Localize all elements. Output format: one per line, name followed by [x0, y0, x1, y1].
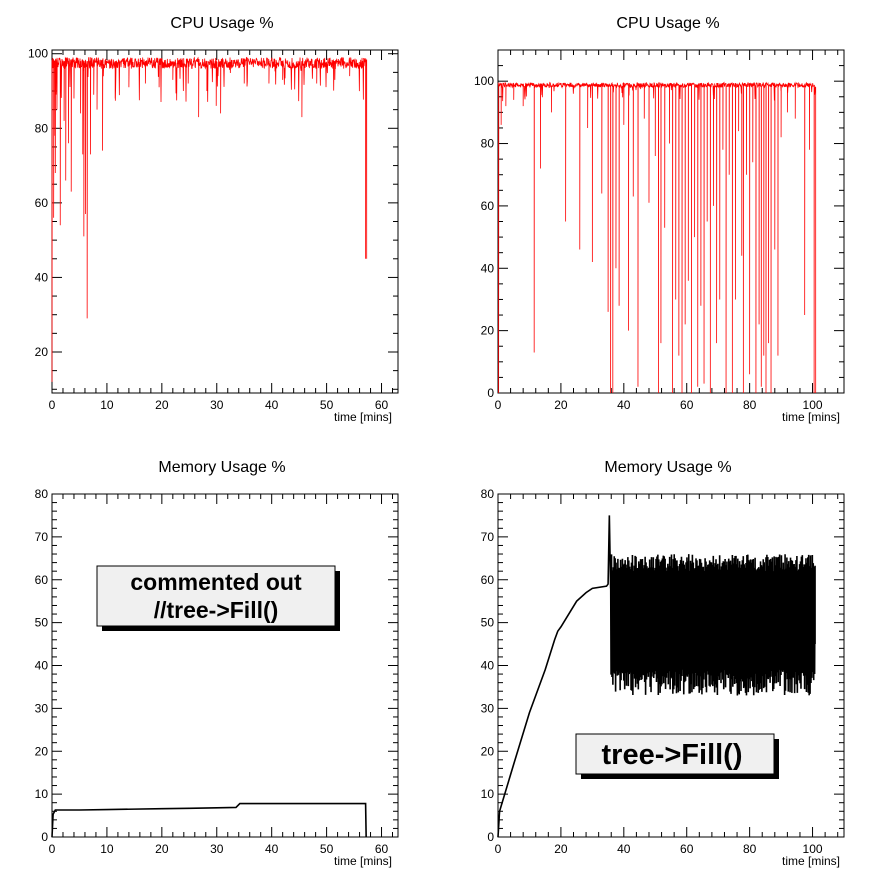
ticks-cpu-right: 0 20 40 60 80 100 0 20 40 60 80 100 [474, 49, 844, 412]
y-tick-label: 70 [35, 530, 49, 544]
x-tick-label: 60 [680, 842, 694, 856]
y-tick-label: 60 [35, 196, 49, 210]
plot-cpu-left: CPU Usage % 0 10 20 30 40 50 60 20 40 60 80 100 tim… [28, 15, 399, 424]
x-axis-label-memory-right: time [mins] [782, 854, 840, 868]
x-tick-label: 40 [265, 398, 279, 412]
x-tick-label: 40 [617, 398, 631, 412]
x-tick-label: 30 [210, 398, 224, 412]
chart-title-memory-right: Memory Usage % [604, 459, 731, 476]
y-tick-label: 0 [487, 386, 494, 400]
y-tick-label: 20 [481, 324, 495, 338]
x-tick-label: 30 [210, 842, 224, 856]
y-tick-label: 30 [481, 701, 495, 715]
series-line [51, 802, 367, 838]
plot-cpu-right: CPU Usage % 0 20 40 60 80 100 0 20 40 60 80 100 tim… [474, 15, 845, 424]
series-line [51, 56, 368, 382]
annotation-commented-out: commented out //tree->Fill() [96, 565, 340, 631]
y-tick-label: 80 [481, 487, 495, 501]
y-tick-label: 0 [487, 830, 494, 844]
series-cpu-right [497, 81, 817, 394]
x-tick-label: 40 [617, 842, 631, 856]
annotation-box [575, 733, 775, 775]
plot-frame-cpu-left [51, 49, 399, 394]
x-axis-label-memory-left: time [mins] [334, 854, 392, 868]
annotation-line-2: //tree->Fill() [154, 597, 279, 623]
x-tick-label: 50 [320, 842, 334, 856]
x-tick-label: 20 [554, 842, 568, 856]
y-tick-label: 40 [481, 261, 495, 275]
ticks-memory-right: 0 20 40 60 80 100 0 10 20 30 40 50 60 70 80 [481, 487, 844, 856]
series-memory-right [497, 515, 816, 838]
x-tick-label: 50 [320, 398, 334, 412]
y-tick-label: 30 [35, 701, 49, 715]
y-tick-label: 40 [481, 659, 495, 673]
x-tick-label: 60 [680, 398, 694, 412]
x-tick-label: 10 [100, 398, 114, 412]
x-tick-label: 0 [49, 842, 56, 856]
x-axis-label-cpu-right: time [mins] [782, 410, 840, 424]
series-line [497, 515, 816, 838]
annotation-tree-fill: tree->Fill() [575, 733, 779, 779]
y-tick-label: 10 [35, 787, 49, 801]
x-tick-label: 20 [554, 398, 568, 412]
x-axis-label-cpu-left: time [mins] [334, 410, 392, 424]
series-memory-left [51, 802, 367, 838]
plot-frame-memory-left [51, 493, 399, 838]
x-tick-label: 60 [375, 398, 389, 412]
x-tick-label: 10 [100, 842, 114, 856]
x-tick-label: 60 [375, 842, 389, 856]
y-tick-label: 60 [481, 573, 495, 587]
y-tick-label: 70 [481, 530, 495, 544]
annotation-line-1: tree->Fill() [602, 739, 743, 771]
y-tick-label: 80 [35, 487, 49, 501]
x-tick-label: 20 [155, 398, 169, 412]
chart-title-cpu-left: CPU Usage % [170, 15, 273, 32]
y-tick-label: 10 [481, 787, 495, 801]
series-line [497, 81, 817, 394]
x-tick-label: 0 [49, 398, 56, 412]
y-tick-label: 80 [481, 137, 495, 151]
y-tick-label: 100 [474, 74, 494, 88]
y-tick-label: 20 [35, 744, 49, 758]
chart-title-cpu-right: CPU Usage % [616, 15, 719, 32]
y-tick-label: 20 [35, 345, 49, 359]
x-tick-label: 0 [495, 842, 502, 856]
x-tick-label: 100 [803, 842, 823, 856]
y-tick-label: 40 [35, 270, 49, 284]
plot-memory-left: Memory Usage % 0 10 20 30 40 50 60 0 10 20 30 40 50 6… [35, 459, 399, 868]
x-tick-label: 40 [265, 842, 279, 856]
x-tick-label: 0 [495, 398, 502, 412]
x-tick-label: 80 [743, 398, 757, 412]
y-tick-label: 20 [481, 744, 495, 758]
ticks-memory-left: 0 10 20 30 40 50 60 0 10 20 30 40 50 60 70 80 [35, 487, 398, 856]
x-tick-label: 100 [803, 398, 823, 412]
annotation-line-1: commented out [130, 569, 302, 595]
y-tick-label: 50 [35, 616, 49, 630]
y-tick-label: 60 [35, 573, 49, 587]
plot-memory-right: Memory Usage % 0 20 40 60 80 100 0 10 20 30 40 50 60… [481, 459, 845, 868]
y-tick-label: 60 [481, 199, 495, 213]
series-cpu-left [51, 56, 368, 382]
x-tick-label: 80 [743, 842, 757, 856]
y-tick-label: 100 [28, 47, 48, 61]
y-tick-label: 0 [41, 830, 48, 844]
annotation-box [96, 565, 336, 627]
y-tick-label: 80 [35, 121, 49, 135]
chart-title-memory-left: Memory Usage % [158, 459, 285, 476]
plot-frame-cpu-right [497, 49, 845, 394]
x-tick-label: 20 [155, 842, 169, 856]
y-tick-label: 50 [481, 616, 495, 630]
y-tick-label: 40 [35, 659, 49, 673]
